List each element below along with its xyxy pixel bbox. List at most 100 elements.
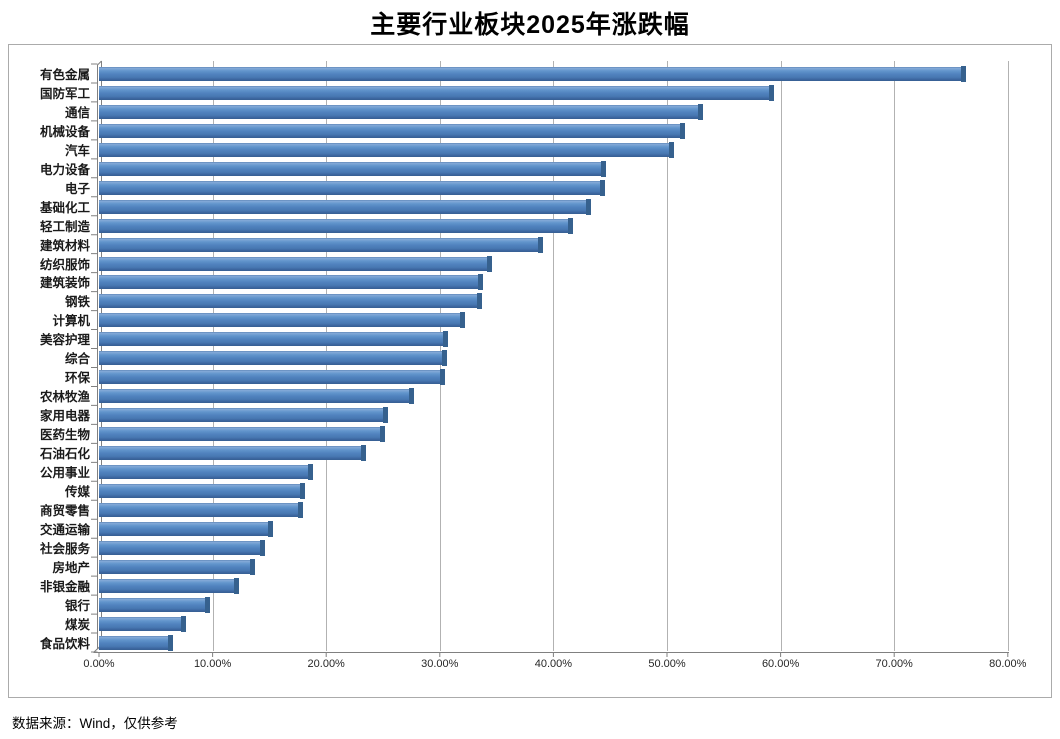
chart-row: 电力设备 bbox=[9, 159, 1051, 178]
chart-row: 通信 bbox=[9, 102, 1051, 121]
bar-end-cap bbox=[668, 141, 674, 158]
bar-end-cap bbox=[233, 577, 239, 594]
category-label: 通信 bbox=[64, 105, 90, 120]
bar bbox=[99, 122, 686, 139]
chart-row: 银行 bbox=[9, 595, 1051, 614]
bar bbox=[99, 463, 313, 480]
chart-row: 汽车 bbox=[9, 140, 1051, 159]
x-axis-labels: 0.00% 10.00% 20.00% 30.00% 40.00% 50.00% 60.00… bbox=[9, 658, 1051, 678]
bar-end-cap bbox=[441, 350, 447, 367]
source-note: 数据来源：Wind，仅供参考 bbox=[12, 716, 178, 731]
chart-row: 电子 bbox=[9, 178, 1051, 197]
category-label: 食品饮料 bbox=[39, 636, 90, 651]
chart-row: 农林牧渔 bbox=[9, 386, 1051, 405]
bar-end-cap bbox=[249, 558, 255, 575]
x-tick-label: 80.00% bbox=[989, 658, 1027, 670]
bar bbox=[99, 426, 386, 443]
category-label: 电子 bbox=[64, 181, 90, 196]
x-tick-label: 50.00% bbox=[648, 658, 686, 670]
gridline bbox=[667, 61, 668, 651]
category-label: 钢铁 bbox=[64, 295, 90, 310]
bar bbox=[99, 596, 211, 613]
bar bbox=[99, 577, 239, 594]
bar-end-cap bbox=[698, 103, 704, 120]
bar-end-cap bbox=[960, 65, 966, 82]
bar-end-cap bbox=[380, 426, 386, 443]
chart-row: 美容护理 bbox=[9, 329, 1051, 348]
bar bbox=[99, 65, 966, 82]
bar bbox=[99, 293, 482, 310]
bar bbox=[99, 350, 447, 367]
bar bbox=[99, 312, 465, 329]
bar bbox=[99, 198, 591, 215]
chart-row: 环保 bbox=[9, 367, 1051, 386]
gridline bbox=[780, 61, 782, 651]
gridline bbox=[553, 61, 555, 651]
category-label: 基础化工 bbox=[39, 200, 90, 215]
bar-end-cap bbox=[487, 255, 493, 272]
bar-end-cap bbox=[205, 596, 211, 613]
category-label: 石油石化 bbox=[39, 447, 90, 462]
category-label: 建筑材料 bbox=[39, 238, 90, 253]
category-label: 轻工制造 bbox=[39, 219, 90, 234]
bar-end-cap bbox=[680, 122, 686, 139]
category-label: 美容护理 bbox=[39, 333, 90, 348]
category-label: 机械设备 bbox=[39, 124, 90, 139]
category-label: 汽车 bbox=[64, 143, 90, 158]
category-label: 家用电器 bbox=[39, 409, 90, 424]
chart-row: 商贸零售 bbox=[9, 500, 1051, 519]
chart-row: 综合 bbox=[9, 348, 1051, 367]
category-label: 纺织服饰 bbox=[39, 257, 90, 272]
x-tick-label: 30.00% bbox=[421, 658, 459, 670]
bar bbox=[99, 236, 544, 253]
category-label: 社会服务 bbox=[39, 541, 90, 556]
chart-row: 机械设备 bbox=[9, 121, 1051, 140]
gridline bbox=[1007, 61, 1009, 651]
bar bbox=[99, 501, 304, 518]
category-label: 公用事业 bbox=[39, 466, 90, 480]
category-label: 环保 bbox=[64, 371, 90, 386]
bar bbox=[99, 539, 265, 556]
chart-row: 医药生物 bbox=[9, 424, 1051, 443]
chart-area: 有色金属 国防军工 通信 机械设备 汽车 电力设备 电子 基础化工 轻工制造 建筑材料 纺织服饰 建筑… bbox=[8, 44, 1052, 698]
chart-row: 非银金融 bbox=[9, 576, 1051, 595]
chart-row: 煤炭 bbox=[9, 614, 1051, 633]
chart-row: 家用电器 bbox=[9, 405, 1051, 424]
category-label: 计算机 bbox=[52, 314, 90, 329]
bar bbox=[99, 615, 187, 632]
x-tick-label: 70.00% bbox=[875, 658, 913, 670]
bar bbox=[99, 407, 388, 424]
bar bbox=[99, 520, 273, 537]
bar-end-cap bbox=[768, 84, 774, 101]
x-tick-label: 0.00% bbox=[83, 658, 115, 670]
axis-decor bbox=[91, 60, 1009, 657]
bar-end-cap bbox=[382, 407, 388, 424]
bar bbox=[99, 369, 446, 386]
category-label: 建筑装饰 bbox=[39, 276, 90, 291]
chart-row: 轻工制造 bbox=[9, 216, 1051, 235]
chart-row: 食品饮料 bbox=[9, 633, 1051, 652]
x-tick-label: 20.00% bbox=[307, 658, 345, 670]
bar bbox=[99, 274, 483, 291]
bar-end-cap bbox=[299, 482, 305, 499]
chart-title: 主要行业板块2025年涨跌幅 bbox=[370, 11, 690, 39]
bar-end-cap bbox=[476, 293, 482, 310]
chart-row: 基础化工 bbox=[9, 197, 1051, 216]
category-label: 医药生物 bbox=[39, 428, 90, 443]
bar-end-cap bbox=[585, 198, 591, 215]
chart-row: 交通运输 bbox=[9, 519, 1051, 538]
bar bbox=[99, 217, 573, 234]
bar-end-cap bbox=[408, 388, 414, 405]
bar-end-cap bbox=[267, 520, 273, 537]
bar-end-cap bbox=[567, 217, 573, 234]
bar bbox=[99, 331, 448, 348]
x-tick-label: 60.00% bbox=[761, 658, 800, 670]
bar-end-cap bbox=[298, 501, 304, 518]
bar-end-cap bbox=[167, 634, 173, 651]
bar bbox=[99, 482, 305, 499]
category-label: 综合 bbox=[64, 352, 90, 367]
chart-row: 国防军工 bbox=[9, 83, 1051, 102]
bar-end-cap bbox=[259, 539, 265, 556]
bar-end-cap bbox=[360, 445, 366, 462]
bar-end-cap bbox=[181, 615, 187, 632]
